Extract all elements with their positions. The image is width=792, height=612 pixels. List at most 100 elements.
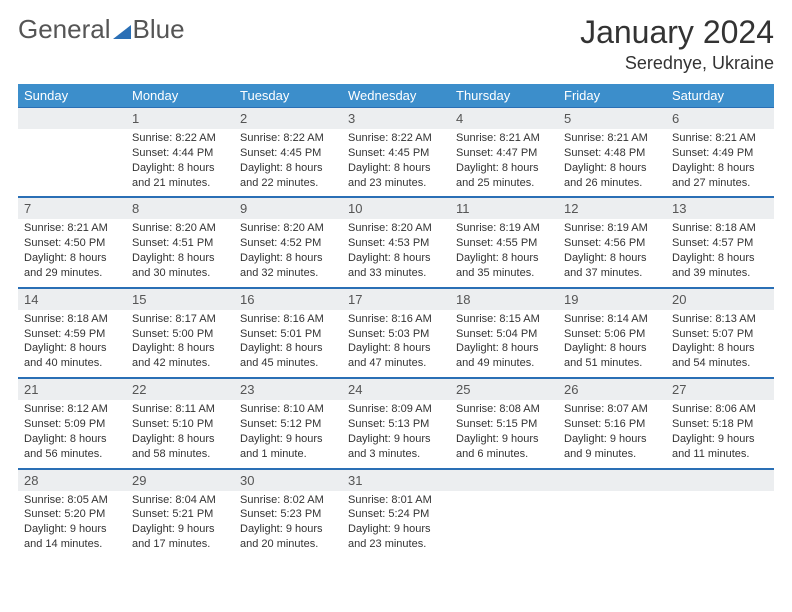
sunrise-text: Sunrise: 8:19 AM (564, 221, 660, 236)
day-number (450, 469, 558, 491)
day-details: Sunrise: 8:01 AMSunset: 5:24 PMDaylight:… (342, 491, 450, 558)
day-details: Sunrise: 8:10 AMSunset: 5:12 PMDaylight:… (234, 400, 342, 467)
sunset-text: Sunset: 5:07 PM (672, 327, 768, 342)
sunrise-text: Sunrise: 8:16 AM (348, 312, 444, 327)
calendar-day-cell: 22Sunrise: 8:11 AMSunset: 5:10 PMDayligh… (126, 378, 234, 468)
day-details: Sunrise: 8:19 AMSunset: 4:55 PMDaylight:… (450, 219, 558, 286)
sunrise-text: Sunrise: 8:18 AM (24, 312, 120, 327)
daylight-text: Daylight: 8 hours and 58 minutes. (132, 432, 228, 462)
sunset-text: Sunset: 4:48 PM (564, 146, 660, 161)
day-details: Sunrise: 8:15 AMSunset: 5:04 PMDaylight:… (450, 310, 558, 377)
day-number: 10 (342, 197, 450, 219)
calendar-day-cell: 18Sunrise: 8:15 AMSunset: 5:04 PMDayligh… (450, 287, 558, 377)
daylight-text: Daylight: 9 hours and 3 minutes. (348, 432, 444, 462)
calendar-day-cell: 13Sunrise: 8:18 AMSunset: 4:57 PMDayligh… (666, 197, 774, 287)
calendar-day-cell: 1Sunrise: 8:22 AMSunset: 4:44 PMDaylight… (126, 107, 234, 197)
sunrise-text: Sunrise: 8:18 AM (672, 221, 768, 236)
day-details: Sunrise: 8:17 AMSunset: 5:00 PMDaylight:… (126, 310, 234, 377)
calendar-week-row: 1Sunrise: 8:22 AMSunset: 4:44 PMDaylight… (18, 107, 774, 197)
day-number: 26 (558, 378, 666, 400)
day-number (558, 469, 666, 491)
calendar-day-cell: 17Sunrise: 8:16 AMSunset: 5:03 PMDayligh… (342, 287, 450, 377)
daylight-text: Daylight: 8 hours and 30 minutes. (132, 251, 228, 281)
day-number: 9 (234, 197, 342, 219)
day-number: 23 (234, 378, 342, 400)
day-number: 4 (450, 107, 558, 129)
header: General Blue January 2024 Serednye, Ukra… (18, 14, 774, 74)
day-details: Sunrise: 8:07 AMSunset: 5:16 PMDaylight:… (558, 400, 666, 467)
day-number: 22 (126, 378, 234, 400)
day-details: Sunrise: 8:20 AMSunset: 4:51 PMDaylight:… (126, 219, 234, 286)
calendar-day-cell: 27Sunrise: 8:06 AMSunset: 5:18 PMDayligh… (666, 378, 774, 468)
calendar-day-cell: 28Sunrise: 8:05 AMSunset: 5:20 PMDayligh… (18, 468, 126, 558)
sunset-text: Sunset: 4:51 PM (132, 236, 228, 251)
day-number: 14 (18, 288, 126, 310)
day-details: Sunrise: 8:06 AMSunset: 5:18 PMDaylight:… (666, 400, 774, 467)
sunrise-text: Sunrise: 8:21 AM (672, 131, 768, 146)
sunset-text: Sunset: 5:15 PM (456, 417, 552, 432)
sunset-text: Sunset: 4:56 PM (564, 236, 660, 251)
calendar-day-cell: 4Sunrise: 8:21 AMSunset: 4:47 PMDaylight… (450, 107, 558, 197)
day-details: Sunrise: 8:13 AMSunset: 5:07 PMDaylight:… (666, 310, 774, 377)
day-details: Sunrise: 8:11 AMSunset: 5:10 PMDaylight:… (126, 400, 234, 467)
daylight-text: Daylight: 8 hours and 49 minutes. (456, 341, 552, 371)
calendar-day-cell: 29Sunrise: 8:04 AMSunset: 5:21 PMDayligh… (126, 468, 234, 558)
sunrise-text: Sunrise: 8:20 AM (132, 221, 228, 236)
calendar-day-cell: 9Sunrise: 8:20 AMSunset: 4:52 PMDaylight… (234, 197, 342, 287)
day-details: Sunrise: 8:08 AMSunset: 5:15 PMDaylight:… (450, 400, 558, 467)
weekday-header: Friday (558, 84, 666, 107)
sunset-text: Sunset: 4:47 PM (456, 146, 552, 161)
sunrise-text: Sunrise: 8:06 AM (672, 402, 768, 417)
sunset-text: Sunset: 5:24 PM (348, 507, 444, 522)
calendar-day-cell (450, 468, 558, 558)
calendar-day-cell: 23Sunrise: 8:10 AMSunset: 5:12 PMDayligh… (234, 378, 342, 468)
calendar-day-cell: 15Sunrise: 8:17 AMSunset: 5:00 PMDayligh… (126, 287, 234, 377)
calendar-day-cell (666, 468, 774, 558)
day-number: 16 (234, 288, 342, 310)
daylight-text: Daylight: 8 hours and 26 minutes. (564, 161, 660, 191)
day-number: 25 (450, 378, 558, 400)
day-number (18, 107, 126, 129)
weekday-header: Thursday (450, 84, 558, 107)
calendar-day-cell: 6Sunrise: 8:21 AMSunset: 4:49 PMDaylight… (666, 107, 774, 197)
calendar-day-cell: 11Sunrise: 8:19 AMSunset: 4:55 PMDayligh… (450, 197, 558, 287)
daylight-text: Daylight: 9 hours and 20 minutes. (240, 522, 336, 552)
calendar-day-cell: 31Sunrise: 8:01 AMSunset: 5:24 PMDayligh… (342, 468, 450, 558)
calendar-day-cell: 12Sunrise: 8:19 AMSunset: 4:56 PMDayligh… (558, 197, 666, 287)
calendar-day-cell: 25Sunrise: 8:08 AMSunset: 5:15 PMDayligh… (450, 378, 558, 468)
calendar-day-cell: 3Sunrise: 8:22 AMSunset: 4:45 PMDaylight… (342, 107, 450, 197)
daylight-text: Daylight: 9 hours and 23 minutes. (348, 522, 444, 552)
calendar-week-row: 14Sunrise: 8:18 AMSunset: 4:59 PMDayligh… (18, 287, 774, 377)
daylight-text: Daylight: 8 hours and 47 minutes. (348, 341, 444, 371)
day-details: Sunrise: 8:02 AMSunset: 5:23 PMDaylight:… (234, 491, 342, 558)
day-details: Sunrise: 8:18 AMSunset: 4:57 PMDaylight:… (666, 219, 774, 286)
sunset-text: Sunset: 5:18 PM (672, 417, 768, 432)
daylight-text: Daylight: 8 hours and 22 minutes. (240, 161, 336, 191)
day-details: Sunrise: 8:21 AMSunset: 4:48 PMDaylight:… (558, 129, 666, 196)
day-details: Sunrise: 8:20 AMSunset: 4:52 PMDaylight:… (234, 219, 342, 286)
day-details (666, 491, 774, 499)
sunset-text: Sunset: 4:49 PM (672, 146, 768, 161)
day-details: Sunrise: 8:12 AMSunset: 5:09 PMDaylight:… (18, 400, 126, 467)
day-details: Sunrise: 8:21 AMSunset: 4:47 PMDaylight:… (450, 129, 558, 196)
calendar-day-cell: 8Sunrise: 8:20 AMSunset: 4:51 PMDaylight… (126, 197, 234, 287)
calendar-day-cell: 7Sunrise: 8:21 AMSunset: 4:50 PMDaylight… (18, 197, 126, 287)
day-number: 13 (666, 197, 774, 219)
brand-triangle-icon (113, 25, 131, 39)
calendar-day-cell: 21Sunrise: 8:12 AMSunset: 5:09 PMDayligh… (18, 378, 126, 468)
day-details: Sunrise: 8:16 AMSunset: 5:01 PMDaylight:… (234, 310, 342, 377)
day-number: 11 (450, 197, 558, 219)
daylight-text: Daylight: 8 hours and 23 minutes. (348, 161, 444, 191)
calendar-day-cell: 14Sunrise: 8:18 AMSunset: 4:59 PMDayligh… (18, 287, 126, 377)
sunrise-text: Sunrise: 8:07 AM (564, 402, 660, 417)
calendar-week-row: 21Sunrise: 8:12 AMSunset: 5:09 PMDayligh… (18, 378, 774, 468)
brand-part1: General (18, 14, 111, 45)
calendar-day-cell: 2Sunrise: 8:22 AMSunset: 4:45 PMDaylight… (234, 107, 342, 197)
sunrise-text: Sunrise: 8:15 AM (456, 312, 552, 327)
daylight-text: Daylight: 8 hours and 56 minutes. (24, 432, 120, 462)
day-details: Sunrise: 8:19 AMSunset: 4:56 PMDaylight:… (558, 219, 666, 286)
day-details: Sunrise: 8:21 AMSunset: 4:50 PMDaylight:… (18, 219, 126, 286)
brand-part2: Blue (133, 14, 185, 45)
sunset-text: Sunset: 4:53 PM (348, 236, 444, 251)
sunset-text: Sunset: 5:03 PM (348, 327, 444, 342)
